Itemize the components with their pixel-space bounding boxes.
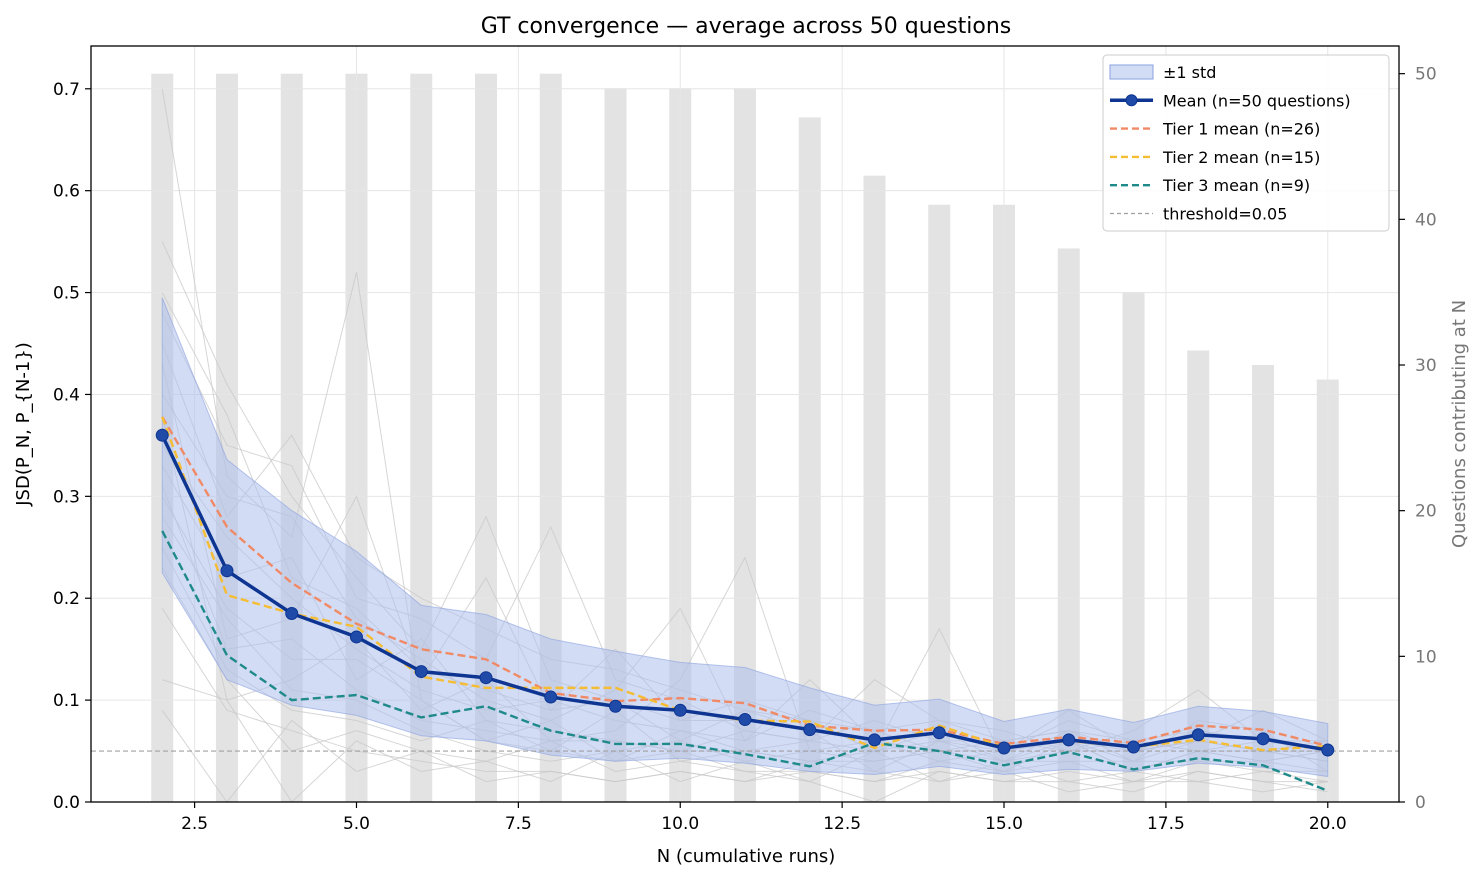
plot-frame [90,45,1400,803]
mean-point [479,671,493,685]
y-axis-label: JSD(P_N, P_{N-1}) [13,342,34,507]
count-bar [928,204,951,803]
question-line [161,710,1328,803]
mean-point [868,733,882,747]
mean-point [544,690,558,704]
y-tick-label: 0.2 [53,589,80,609]
mean-point [1062,733,1076,747]
count-bar [1057,248,1080,802]
y2-tick-label: 10 [1415,647,1437,667]
x-tick-label: 2.5 [181,814,208,834]
mean-point [285,607,299,621]
count-bar [604,88,627,802]
y-tick-label: 0.1 [53,691,80,711]
mean-point [220,564,234,578]
chart-title: GT convergence — average across 50 quest… [481,14,1012,39]
legend-label: Mean (n=50 questions) [1163,91,1351,110]
x-tick-label: 10.0 [661,814,699,834]
std-band [161,297,1329,778]
legend-label: Tier 1 mean (n=26) [1162,120,1320,139]
y2-axis-label: Questions contributing at N [1449,300,1470,548]
x-axis-label: N (cumulative runs) [657,846,836,867]
x-tick-label: 15.0 [985,814,1023,834]
count-bar [863,175,886,803]
mean-point [155,428,169,442]
tier-mean-line [161,530,1329,792]
count-bar [215,73,238,803]
y2-tick-label: 0 [1415,793,1426,813]
mean-point [932,726,946,740]
y-tick-label: 0.6 [53,182,80,202]
mean-point [673,703,687,717]
mean-markers [155,428,1335,757]
count-bar [734,88,756,802]
legend-swatch-band [1109,64,1154,80]
legend-label: Tier 2 mean (n=15) [1162,148,1320,167]
y2-tick-label: 50 [1415,65,1437,85]
count-bar [1187,350,1210,802]
y-tick-label: 0.7 [53,80,80,100]
legend-box [1102,54,1390,232]
count-bar [1122,292,1145,802]
count-bar [539,73,562,803]
legend-label: Tier 3 mean (n=9) [1162,176,1310,195]
std-band-group [161,297,1329,778]
legend-swatch-marker [1125,94,1138,107]
y-tick-label: 0.5 [53,284,80,304]
mean-point [1127,740,1141,754]
mean-point [1256,732,1270,746]
legend-label: ±1 std [1163,63,1216,82]
y2-tick-label: 40 [1415,210,1437,230]
mean-point [803,723,817,737]
legend: ±1 std Mean (n=50 questions) Tier 1 mean (… [1102,54,1390,232]
mean-point [1191,728,1205,742]
mean-point [997,741,1011,755]
y2-tick-label: 20 [1415,502,1437,522]
mean-point [608,699,622,713]
mean-point [1321,743,1335,757]
x-tick-label: 20.0 [1309,814,1347,834]
x-tick-label: 7.5 [505,814,532,834]
x-tick-label: 17.5 [1147,814,1185,834]
count-bar [798,117,821,802]
mean-point [738,712,752,726]
y-tick-label: 0.0 [53,793,80,813]
x-tick-label: 12.5 [823,814,861,834]
mean-point [414,665,428,679]
x-tick-label: 5.0 [343,814,370,834]
mean-point [349,630,363,644]
y2-tick-label: 30 [1415,356,1437,376]
tick-labels: 2.5 5.0 7.5 10.0 12.5 15.0 17.5 20.0 0.0 0.1 0.2 0.… [53,65,1437,834]
y-tick-label: 0.4 [53,385,80,405]
legend-label: threshold=0.05 [1163,205,1287,224]
y-tick-label: 0.3 [53,487,80,507]
axes-group [90,45,1400,803]
count-bar [1252,365,1275,802]
